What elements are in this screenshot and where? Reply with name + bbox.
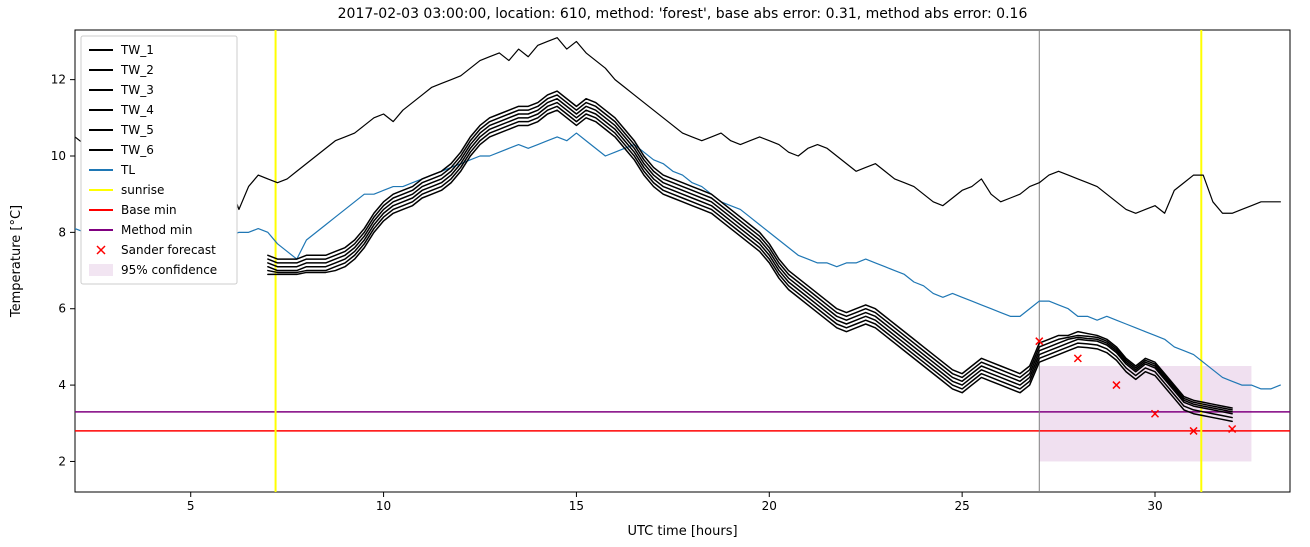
chart-svg: 5 10 15 20 25 30 2 4 6 8 10 12 UTC time [hours] Tempe…	[0, 0, 1310, 547]
ytick-label: 2	[58, 454, 66, 468]
ytick-label: 10	[51, 149, 66, 163]
legend-label: Sander forecast	[121, 243, 216, 257]
legend-label: TW_4	[120, 103, 154, 117]
legend-label: TW_5	[120, 123, 154, 137]
xtick-label: 10	[376, 499, 391, 513]
xtick-label: 25	[955, 499, 970, 513]
legend-label: Base min	[121, 203, 177, 217]
legend-label: 95% confidence	[121, 263, 217, 277]
legend-label: sunrise	[121, 183, 164, 197]
legend-label: Method min	[121, 223, 192, 237]
legend-sample-patch	[89, 264, 113, 276]
legend-label: TW_6	[120, 143, 154, 157]
chart-title: 2017-02-03 03:00:00, location: 610, meth…	[338, 6, 1028, 22]
ytick-label: 6	[58, 302, 66, 316]
xtick-label: 15	[569, 499, 584, 513]
confidence-band	[1039, 366, 1251, 461]
chart-container: 5 10 15 20 25 30 2 4 6 8 10 12 UTC time [hours] Tempe…	[0, 0, 1310, 547]
ytick-label: 12	[51, 73, 66, 87]
ytick-label: 4	[58, 378, 66, 392]
legend-label: TW_2	[120, 63, 154, 77]
xtick-label: 30	[1147, 499, 1162, 513]
legend: TW_1 TW_2 TW_3 TW_4 TW_5 TW_6 TL sunrise Base mi…	[81, 36, 237, 284]
xtick-label: 5	[187, 499, 195, 513]
legend-label: TL	[120, 163, 135, 177]
x-axis-label: UTC time [hours]	[627, 524, 737, 539]
xtick-label: 20	[762, 499, 777, 513]
ytick-label: 8	[58, 225, 66, 239]
legend-label: TW_3	[120, 83, 154, 97]
legend-label: TW_1	[120, 43, 154, 57]
y-axis-label: Temperature [°C]	[9, 205, 24, 318]
